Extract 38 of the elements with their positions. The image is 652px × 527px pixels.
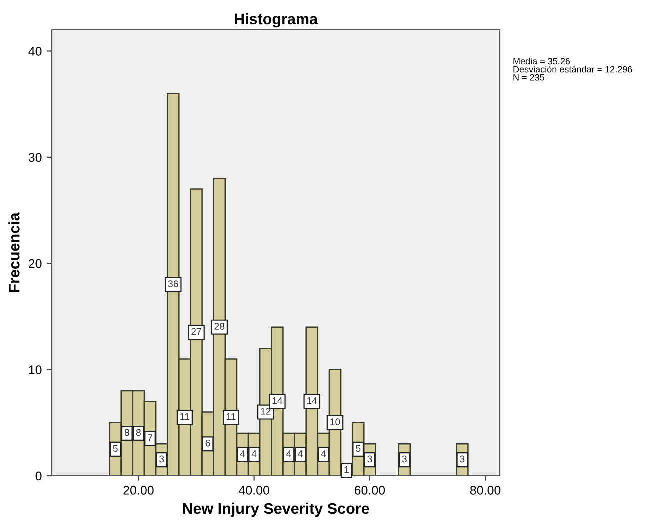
data-label: 1 (344, 466, 350, 474)
data-label: 10 (330, 418, 340, 426)
data-label: 3 (160, 456, 164, 463)
data-label: 4 (286, 450, 292, 458)
data-label: 4 (240, 450, 246, 458)
y-tick-label: 40 (28, 47, 42, 56)
data-label: 5 (356, 445, 361, 452)
x-tick-label: 40.00 (238, 486, 270, 495)
y-tick-label: 20 (29, 259, 42, 268)
data-label: 4 (252, 450, 257, 458)
data-label: 8 (136, 429, 141, 436)
data-label: 11 (180, 413, 190, 420)
data-label: 11 (226, 413, 236, 420)
data-label: 36 (168, 280, 178, 288)
data-label: 27 (192, 328, 202, 336)
data-label: 3 (368, 456, 372, 463)
y-axis-title: Frecuencia (8, 212, 20, 292)
data-label: 3 (460, 456, 465, 463)
text: Media = 35.26 Desviación estándar = 12.296 N = 235 (514, 58, 632, 81)
data-label: 4 (321, 450, 326, 458)
data-label: 3 (402, 456, 407, 463)
x-axis-title: New Injury Severity Score (183, 502, 370, 518)
y-tick-label: 10 (29, 366, 42, 374)
data-label: 12 (261, 408, 271, 415)
data-label: 6 (206, 440, 210, 447)
x-tick-label: 80.00 (470, 486, 501, 495)
y-tick-label: 0 (36, 472, 42, 481)
chart-title: Histograma (235, 13, 318, 28)
data-label: 5 (113, 445, 118, 452)
data-label: 14 (272, 397, 283, 404)
data-label: 8 (124, 429, 130, 436)
data-label: 14 (307, 397, 318, 404)
x-tick-label: 60.00 (354, 486, 386, 495)
x-tick-label: 20.00 (124, 486, 154, 495)
data-label: 4 (298, 450, 303, 458)
y-tick-label: 30 (28, 153, 42, 162)
data-label: 7 (148, 434, 152, 442)
data-label: 28 (214, 323, 225, 330)
